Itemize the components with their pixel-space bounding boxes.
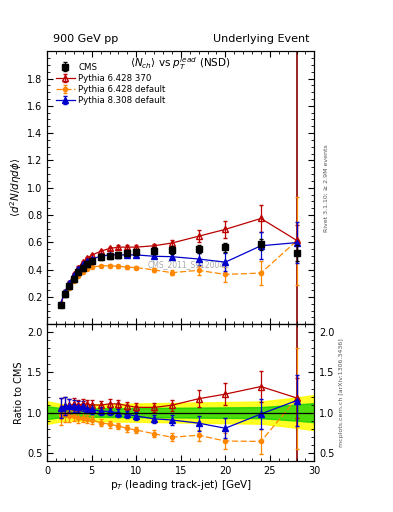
Text: Underlying Event: Underlying Event (213, 34, 309, 45)
Text: $\langle N_{ch}\rangle$ vs $p_T^{lead}$ (NSD): $\langle N_{ch}\rangle$ vs $p_T^{lead}$ … (130, 55, 231, 72)
Text: 900 GeV pp: 900 GeV pp (53, 34, 118, 45)
Y-axis label: Ratio to CMS: Ratio to CMS (14, 361, 24, 424)
X-axis label: p$_T$ (leading track-jet) [GeV]: p$_T$ (leading track-jet) [GeV] (110, 478, 252, 493)
Text: CMS_2011_S9120041: CMS_2011_S9120041 (148, 260, 230, 269)
Y-axis label: mcplots.cern.ch [arXiv:1306.3436]: mcplots.cern.ch [arXiv:1306.3436] (339, 338, 344, 447)
Y-axis label: $\langle d^2N/d\eta d\phi\rangle$: $\langle d^2N/d\eta d\phi\rangle$ (8, 158, 24, 218)
Legend: CMS, Pythia 6.428 370, Pythia 6.428 default, Pythia 8.308 default: CMS, Pythia 6.428 370, Pythia 6.428 defa… (54, 61, 167, 107)
Y-axis label: Rivet 3.1.10; ≥ 2.9M events: Rivet 3.1.10; ≥ 2.9M events (323, 144, 329, 231)
